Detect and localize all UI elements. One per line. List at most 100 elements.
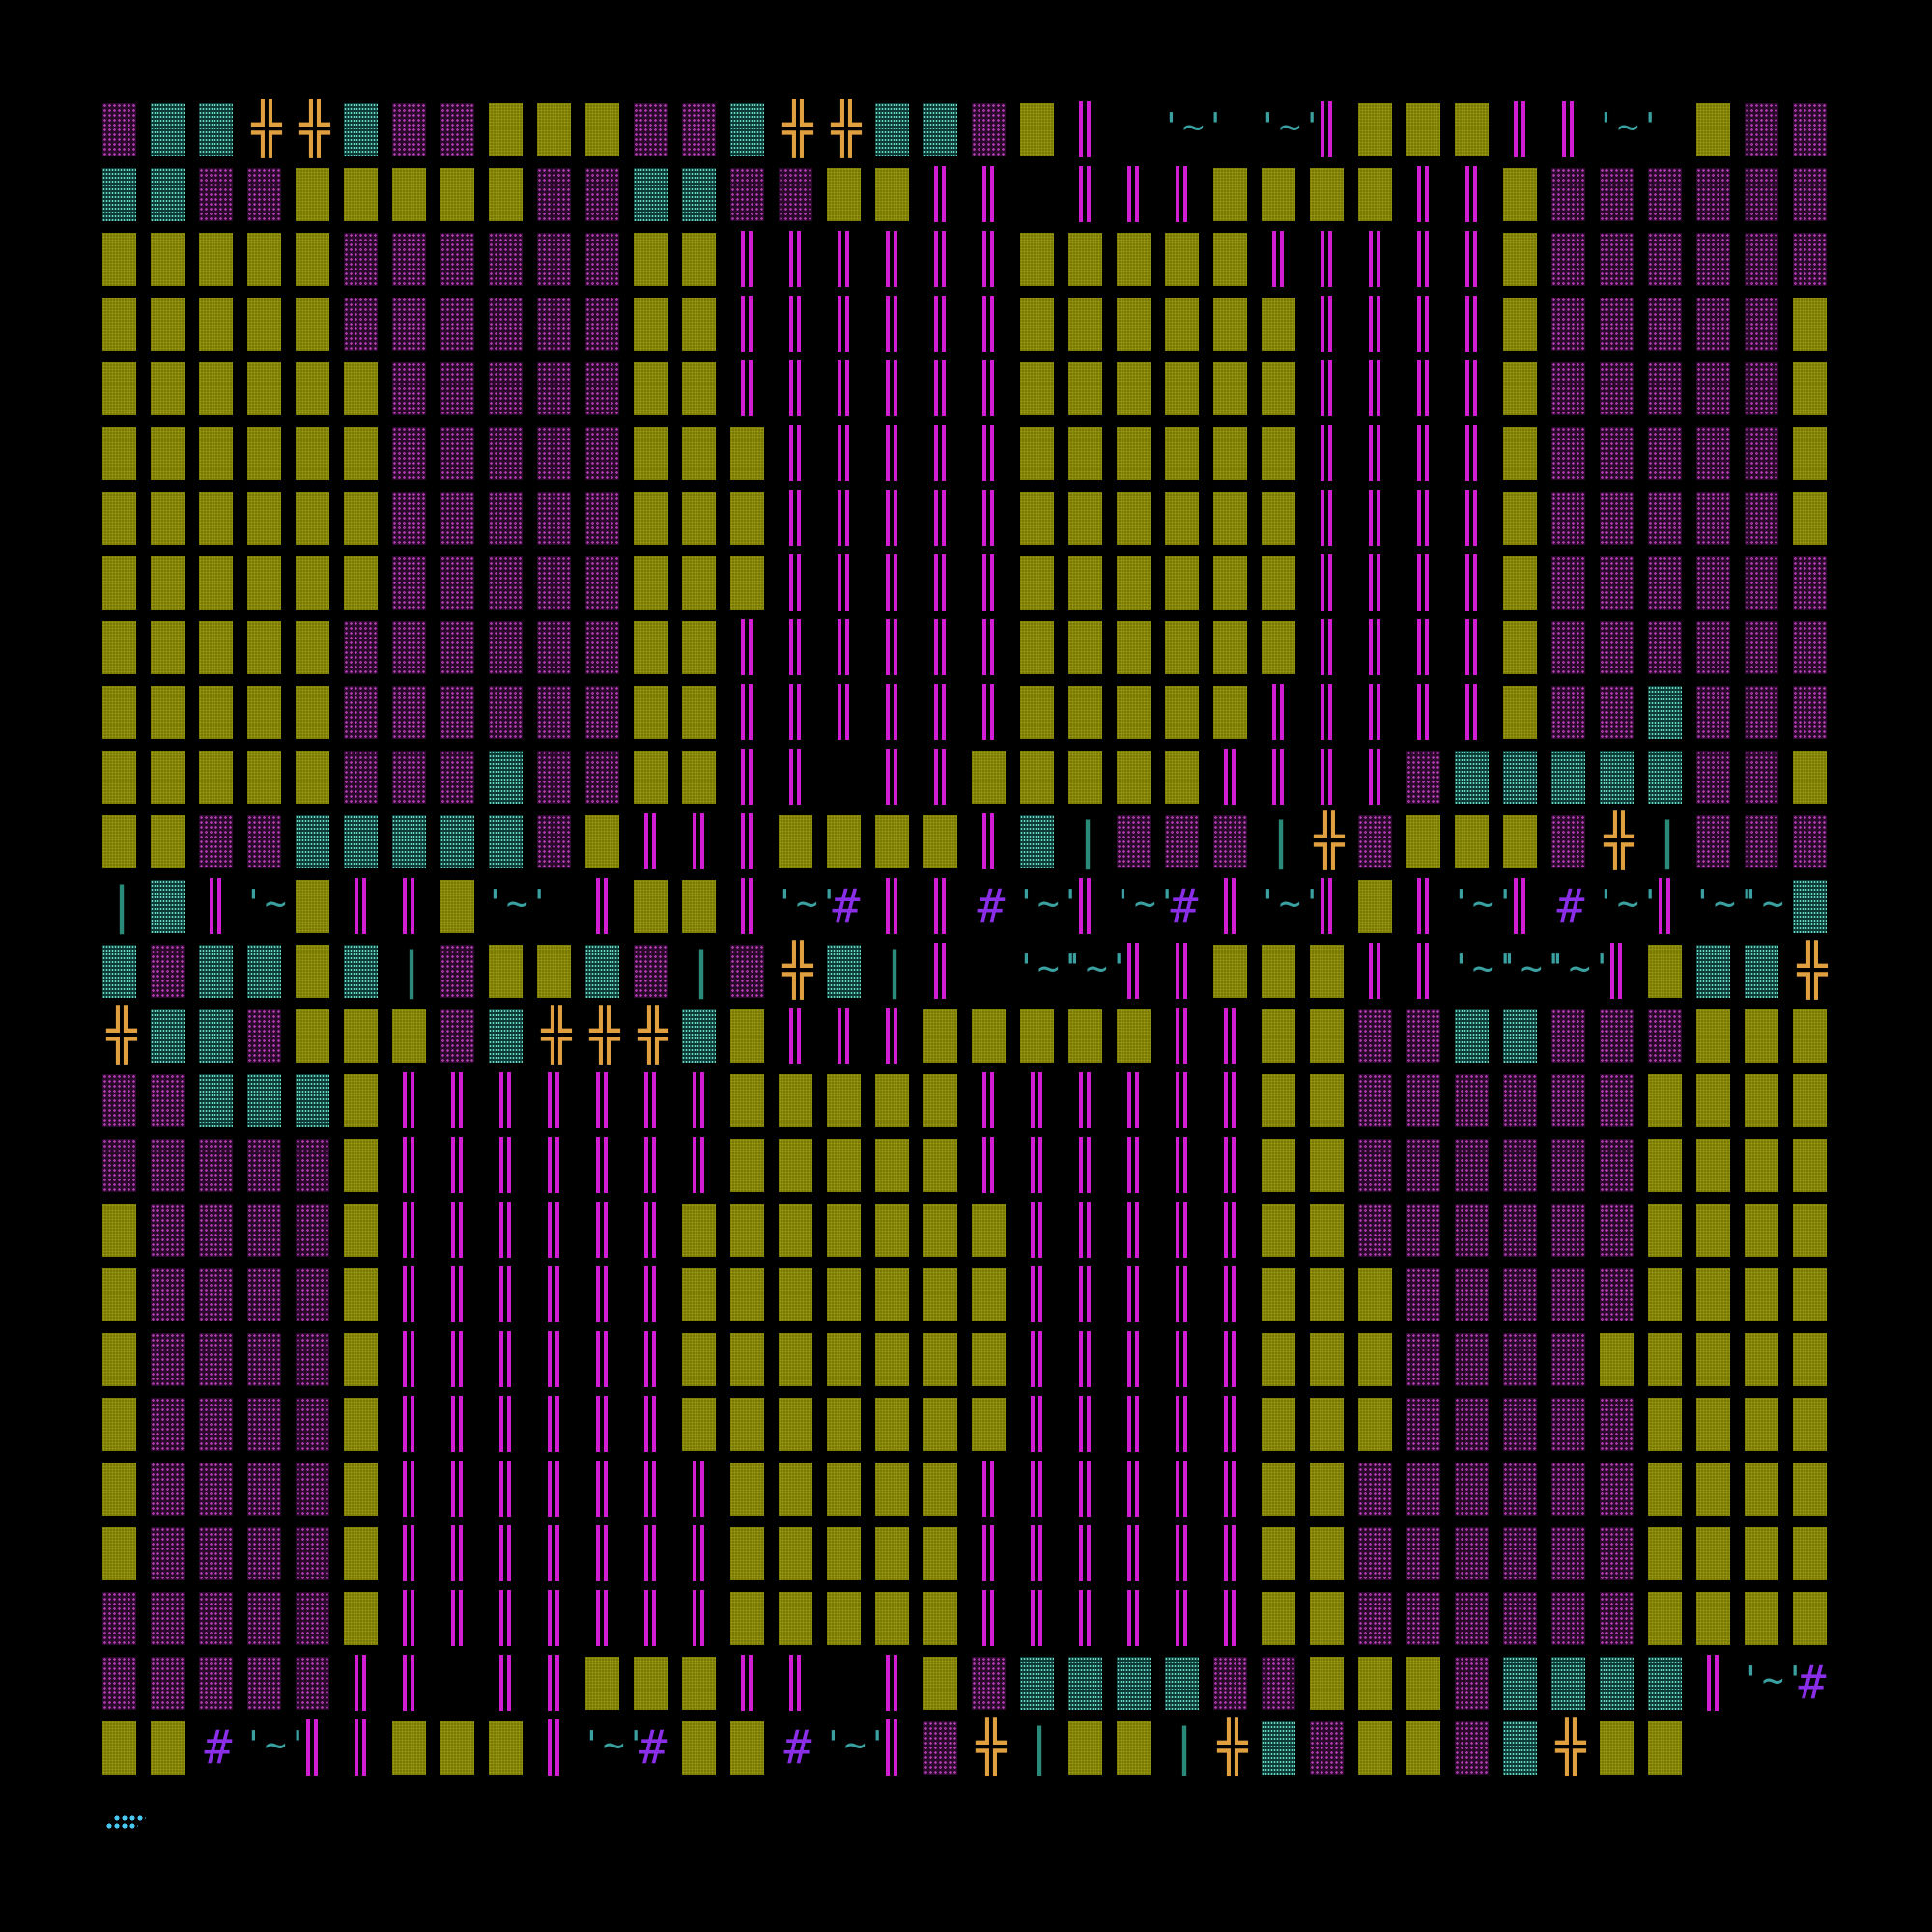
pillar-bar	[1224, 1590, 1228, 1646]
wall-texture	[151, 1721, 185, 1775]
pillar-bar	[886, 425, 890, 481]
wall-tile	[919, 1004, 967, 1068]
floor-tile	[532, 162, 581, 227]
floor-texture	[1551, 621, 1585, 674]
door-tile: ╬	[967, 1716, 1015, 1780]
pillar-bar	[1465, 490, 1469, 546]
wall-tile	[1595, 1327, 1643, 1392]
pillar-bar	[1618, 943, 1622, 999]
wall-tile	[822, 1457, 870, 1521]
water-tile	[484, 1004, 532, 1068]
wall-texture	[730, 1527, 764, 1580]
pillar-bar	[894, 360, 897, 416]
pillar-bar	[1224, 1396, 1228, 1452]
pillar-tile	[774, 551, 822, 615]
pillar-tile	[532, 1327, 581, 1392]
floor-texture	[1745, 168, 1778, 221]
floor-tile	[1353, 1133, 1402, 1198]
wall-tile	[1160, 615, 1208, 680]
pillar-tile	[919, 551, 967, 615]
wall-texture	[634, 362, 668, 415]
pillar-bar	[894, 1008, 897, 1064]
pillar-bar	[1232, 1525, 1236, 1581]
floor-tile	[436, 421, 484, 486]
pillar-bar	[644, 1461, 648, 1517]
pillar-tile	[1015, 1133, 1064, 1198]
pillar-bar	[797, 619, 801, 675]
floor-tile	[1595, 292, 1643, 356]
door-glyph: ╬	[1217, 1719, 1248, 1776]
wall-texture	[1793, 751, 1827, 804]
pillar-bar	[411, 1525, 414, 1581]
wall-texture	[151, 298, 185, 351]
wall-texture	[634, 1657, 668, 1710]
pillar-tile	[581, 1198, 629, 1263]
wall-tile	[1257, 1004, 1305, 1068]
wall-texture	[1310, 1463, 1344, 1516]
wall-tile	[1112, 292, 1160, 356]
wall-texture	[730, 556, 764, 610]
game-viewport[interactable]: ╬ ╬ ╬ ╬ '~' '~' '~' | | ╬ ╬ | | '~' '~' '~' # # '~' '~' # '~'…	[98, 98, 1834, 1834]
wall-tile	[1257, 1586, 1305, 1651]
pillar-bar	[1328, 296, 1332, 352]
floor-tile	[1498, 1586, 1547, 1651]
pillar-bar	[934, 749, 938, 805]
floor-tile	[581, 421, 629, 486]
pillar-tile	[387, 1327, 436, 1392]
floor-texture	[682, 103, 716, 156]
pillar-bar	[1183, 943, 1187, 999]
wall-tile	[1015, 486, 1064, 551]
tilde-glyph: '~'	[1691, 882, 1758, 924]
pillar-tile	[1208, 874, 1257, 939]
wall-texture	[1358, 168, 1392, 221]
wall-tile	[291, 486, 339, 551]
pillar-bar	[499, 1072, 503, 1128]
pillar-tile	[967, 1521, 1015, 1586]
floor-tile	[339, 680, 387, 745]
pillar-tile	[1160, 1004, 1208, 1068]
pillar-bar	[1224, 1461, 1228, 1517]
floor-tile	[1402, 1068, 1450, 1133]
wall-texture	[1696, 1268, 1730, 1321]
pillar-bar	[1321, 878, 1324, 934]
floor-tile	[1547, 486, 1595, 551]
floor-texture	[779, 168, 812, 221]
wall-tile	[1257, 421, 1305, 486]
pillar-bar	[789, 684, 793, 740]
wall-texture	[199, 427, 233, 480]
floor-texture	[1600, 233, 1634, 286]
wall-texture	[972, 1398, 1006, 1451]
wall-tile	[1740, 1068, 1788, 1133]
pillar-tile	[436, 1263, 484, 1327]
wall-tile	[291, 227, 339, 292]
pillar-tile	[1112, 1586, 1160, 1651]
floor-tile	[194, 1327, 242, 1392]
wall-texture	[344, 1592, 378, 1645]
wall-tile	[194, 421, 242, 486]
wall-texture	[1793, 1333, 1827, 1386]
wall-texture	[344, 362, 378, 415]
pillar-tile	[774, 745, 822, 810]
pillar-tile	[870, 1716, 919, 1780]
pillar-bar	[1087, 1202, 1091, 1258]
pillar-tile	[1064, 1068, 1112, 1133]
pillar-bar	[797, 684, 801, 740]
pillar-bar	[894, 490, 897, 546]
wall-tile	[677, 874, 725, 939]
wall-tile	[1788, 1586, 1834, 1651]
post-tile: |	[677, 939, 725, 1004]
pillar-tile	[967, 162, 1015, 227]
water-tile	[339, 98, 387, 162]
wall-tile	[291, 745, 339, 810]
pillar-tile	[1498, 98, 1547, 162]
pillar-bar	[1079, 1461, 1083, 1517]
pillar-bar	[982, 296, 986, 352]
wall-tile	[98, 615, 146, 680]
floor-texture	[247, 168, 281, 221]
floor-texture	[1406, 1139, 1440, 1192]
floor-tile	[1547, 615, 1595, 680]
pillar-bar	[1417, 296, 1421, 352]
water-tile	[629, 162, 677, 227]
floor-texture	[1551, 1074, 1585, 1127]
wall-tile	[339, 356, 387, 421]
